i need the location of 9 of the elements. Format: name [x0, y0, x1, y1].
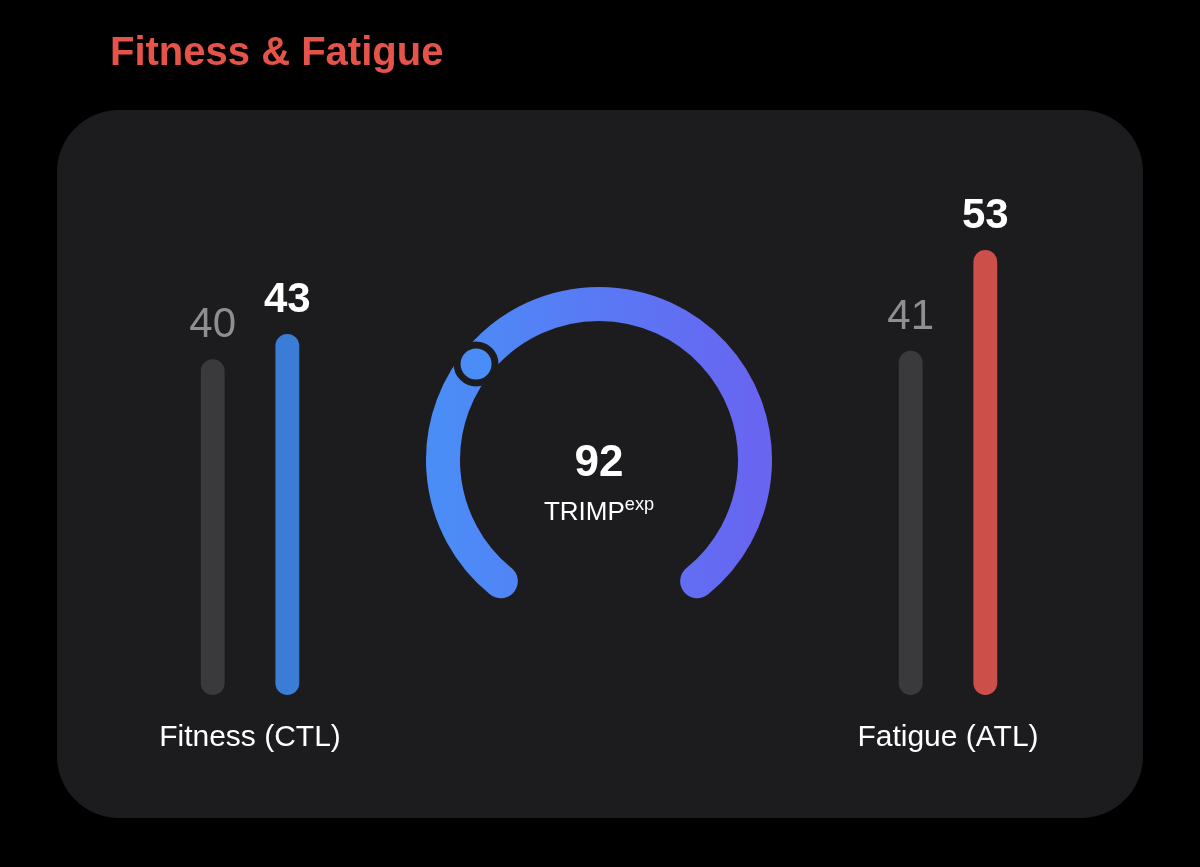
data-label: 53 [961, 190, 1009, 237]
text: 92 [574, 436, 624, 485]
data-label: 40 [189, 299, 237, 347]
text: TRIMP$^{exp}$ [543, 494, 655, 526]
x-axis-title: Fatigue (ATL) [857, 719, 1039, 752]
data-label: 41 [887, 290, 935, 338]
data-label: 43 [263, 273, 311, 321]
chart-title: Fitness & Fatigue [110, 29, 444, 73]
x-axis-title: Fitness (CTL) [159, 719, 341, 752]
